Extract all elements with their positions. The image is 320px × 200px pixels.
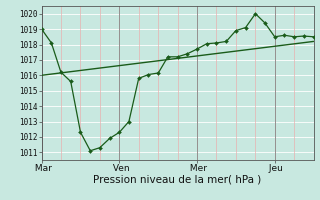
X-axis label: Pression niveau de la mer( hPa ): Pression niveau de la mer( hPa ) — [93, 175, 262, 185]
